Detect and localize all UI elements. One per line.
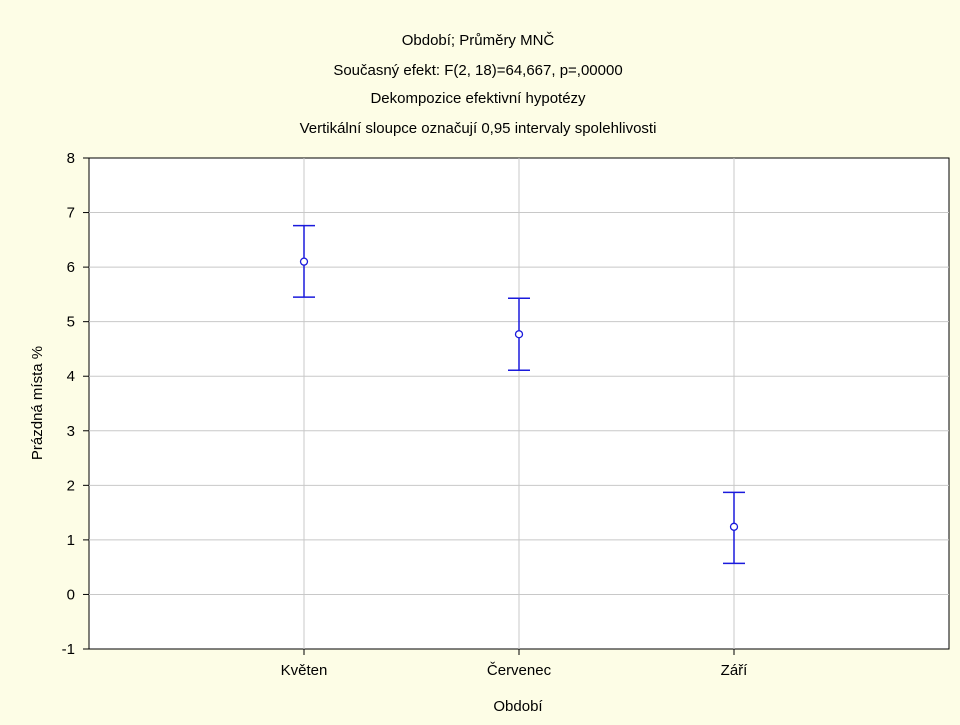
x-tick-label-2: Září bbox=[721, 662, 749, 679]
x-axis-ticks: Květen Červenec Září bbox=[281, 649, 749, 679]
y-tick-label-1: 0 bbox=[67, 586, 75, 603]
y-tick-label-5: 4 bbox=[67, 368, 75, 385]
chart-title: Období; Průměry MNČ Současný efekt: F(2,… bbox=[300, 32, 657, 137]
y-tick-label-0: -1 bbox=[62, 641, 75, 658]
mean-point-2 bbox=[729, 522, 739, 531]
title-line-1: Období; Průměry MNČ bbox=[402, 32, 555, 49]
y-tick-label-2: 1 bbox=[67, 532, 75, 549]
x-tick-label-1: Červenec bbox=[487, 662, 552, 679]
y-tick-label-4: 3 bbox=[67, 423, 75, 440]
title-line-3: Dekompozice efektivní hypotézy bbox=[370, 90, 586, 107]
data-marks bbox=[293, 224, 745, 565]
mean-point-1 bbox=[514, 330, 524, 339]
title-line-2: Současný efekt: F(2, 18)=64,667, p=,0000… bbox=[333, 62, 622, 79]
y-tick-label-8: 7 bbox=[67, 205, 75, 222]
y-tick-label-7: 6 bbox=[67, 259, 75, 276]
y-tick-label-3: 2 bbox=[67, 477, 75, 494]
title-line-4: Vertikální sloupce označují 0,95 interva… bbox=[300, 120, 657, 137]
y-tick-label-9: 8 bbox=[67, 150, 75, 167]
y-axis-ticks: -1 0 1 2 3 4 5 6 7 8 bbox=[62, 150, 89, 658]
y-axis-label: Prázdná místa % bbox=[29, 346, 46, 460]
x-axis-label: Období bbox=[493, 698, 543, 715]
mean-point-0 bbox=[299, 257, 309, 266]
x-tick-label-0: Květen bbox=[281, 662, 328, 679]
y-tick-label-6: 5 bbox=[67, 314, 75, 331]
